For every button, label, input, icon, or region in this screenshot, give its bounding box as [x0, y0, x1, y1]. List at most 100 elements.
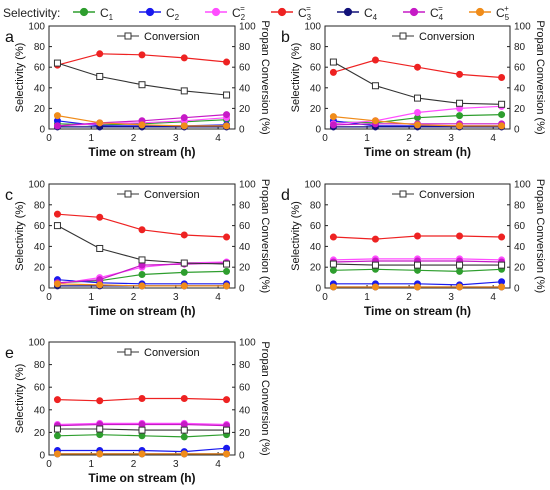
conversion-point — [498, 261, 506, 269]
point-C3= — [371, 56, 379, 64]
y2-axis-label: Propan Conversion (%) — [259, 20, 271, 134]
x-tick-label: 2 — [406, 133, 412, 144]
point-C5+ — [180, 282, 188, 290]
point-C3= — [180, 231, 188, 239]
conversion-point — [371, 261, 379, 269]
y-tick-label: 0 — [39, 451, 45, 462]
x-axis-label: Time on stream (h) — [88, 304, 195, 318]
x-tick-label: 1 — [88, 133, 94, 144]
x-tick-label: 0 — [46, 292, 52, 303]
legend-label: C2= — [232, 4, 246, 22]
conversion-point — [329, 260, 337, 268]
point-C1 — [456, 112, 464, 120]
panel-label: e — [5, 345, 14, 362]
legend-marker — [475, 7, 485, 17]
y-tick-label: 80 — [310, 42, 322, 53]
conversion-legend-marker — [399, 190, 407, 198]
y2-tick-label: 0 — [239, 451, 245, 462]
point-C5+ — [96, 119, 104, 127]
x-tick-label: 1 — [364, 133, 370, 144]
y-tick-label: 80 — [34, 42, 46, 53]
y2-tick-label: 20 — [239, 428, 251, 439]
y2-tick-label: 40 — [514, 242, 526, 253]
y-tick-label: 100 — [304, 22, 321, 33]
y-tick-label: 100 — [304, 180, 321, 191]
y2-axis-label: Propan Conversion (%) — [259, 179, 271, 293]
y2-tick-label: 60 — [514, 221, 526, 232]
point-C4= — [138, 420, 146, 428]
y2-tick-label: 40 — [239, 405, 251, 416]
point-C3= — [371, 235, 379, 243]
point-C5+ — [223, 450, 231, 458]
point-C3= — [498, 233, 506, 241]
point-C4= — [223, 111, 231, 119]
point-C5+ — [498, 122, 506, 130]
point-C3= — [180, 395, 188, 402]
y-tick-label: 60 — [34, 221, 46, 232]
y-axis-label: Selectivity (%) — [14, 364, 26, 434]
y-tick-label: 100 — [28, 338, 45, 349]
point-C3= — [223, 396, 231, 404]
plot-frame — [48, 25, 236, 130]
conversion-point — [96, 72, 104, 80]
y2-tick-label: 20 — [239, 104, 251, 115]
y2-tick-label: 20 — [514, 104, 526, 115]
point-C5+ — [138, 121, 146, 129]
y2-tick-label: 20 — [514, 263, 526, 274]
y2-axis-label: Propan Conversion (%) — [534, 20, 546, 134]
panel-label: d — [281, 187, 290, 204]
legend-marker — [343, 7, 353, 17]
x-tick-label: 1 — [88, 292, 94, 303]
conversion-point — [498, 100, 506, 108]
conversion-legend-marker — [124, 348, 132, 356]
y2-tick-label: 80 — [239, 42, 251, 53]
y2-tick-label: 100 — [514, 180, 531, 191]
point-C2= — [414, 109, 421, 117]
point-C5+ — [138, 450, 146, 458]
x-axis-label: Time on stream (h) — [88, 145, 195, 159]
y-tick-label: 40 — [34, 83, 46, 94]
point-C3= — [180, 54, 188, 62]
y2-tick-label: 60 — [514, 63, 526, 74]
y-tick-label: 80 — [34, 200, 46, 211]
point-C3= — [223, 58, 231, 66]
y2-tick-label: 0 — [514, 125, 520, 136]
y2-tick-label: 20 — [239, 263, 251, 274]
point-C5+ — [329, 283, 337, 291]
y-tick-label: 60 — [34, 63, 46, 74]
conversion-point — [180, 87, 188, 95]
point-C1 — [96, 431, 104, 439]
legend: Selectivity: C1 C2 C2= C3= C4 C4= C5+ — [3, 4, 510, 22]
point-C1 — [329, 266, 337, 274]
y-tick-label: 20 — [310, 104, 322, 115]
point-C4= — [329, 121, 337, 129]
point-C3= — [414, 63, 421, 71]
conversion-point — [414, 261, 421, 269]
x-tick-label: 3 — [448, 133, 454, 144]
point-C5+ — [53, 450, 61, 458]
y2-tick-label: 60 — [239, 383, 251, 394]
panel-e: e 0 20 40 60 80 100 0 20 40 60 80 100 0 1 2 3 4 Time on st… — [5, 338, 271, 486]
legend-marker — [409, 7, 419, 17]
point-C1 — [456, 267, 464, 275]
x-tick-label: 3 — [448, 292, 454, 303]
conversion-legend-marker — [124, 32, 132, 40]
panel-label: c — [5, 187, 13, 204]
y2-axis-label: Propan Conversion (%) — [259, 341, 271, 455]
point-C5+ — [223, 282, 231, 290]
x-tick-label: 3 — [173, 133, 179, 144]
x-tick-label: 2 — [131, 459, 137, 470]
point-C3= — [414, 232, 421, 240]
y2-tick-label: 40 — [239, 242, 251, 253]
point-C5+ — [180, 450, 188, 458]
panel-a: a 0 20 40 60 80 100 0 20 40 60 80 100 0 1 2 3 4 Time on st… — [5, 20, 271, 159]
point-C1 — [180, 433, 188, 441]
x-tick-label: 4 — [215, 133, 221, 144]
x-tick-label: 4 — [490, 133, 496, 144]
conversion-legend-label: Conversion — [144, 189, 200, 201]
conversion-point — [329, 58, 337, 66]
point-C3= — [498, 74, 506, 81]
panel-b: b 0 20 40 60 80 100 0 20 40 60 80 100 0 1 2 3 4 Time on st… — [281, 20, 546, 159]
legend-label: C1 — [100, 6, 114, 22]
